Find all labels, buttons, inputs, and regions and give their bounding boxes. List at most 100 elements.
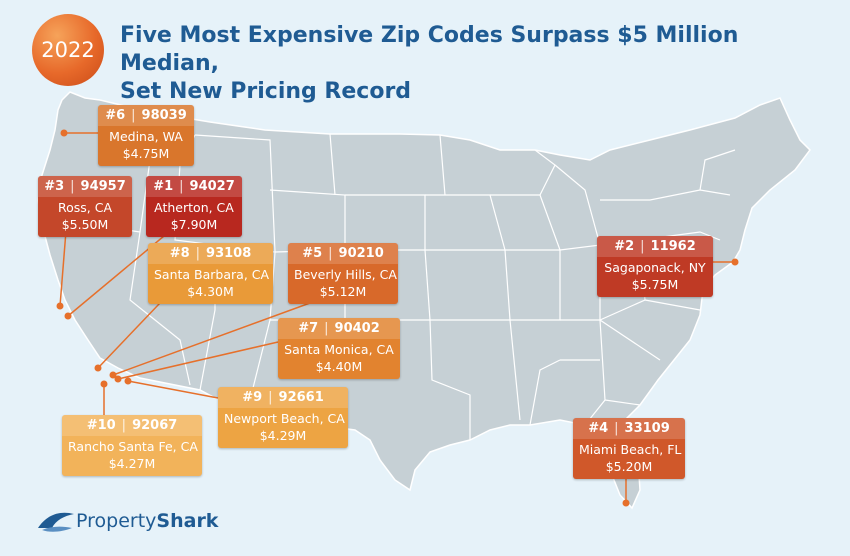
- year-label: 2022: [41, 38, 95, 62]
- location-dot: [100, 380, 108, 388]
- listing-city: Newport Beach, CA: [224, 411, 345, 426]
- listing-price: $4.27M: [108, 456, 156, 471]
- page-title: Five Most Expensive Zip Codes Surpass $5…: [120, 22, 820, 106]
- listing-card-body: Medina, WA $4.75M: [98, 126, 194, 166]
- listing-zip: 33109: [624, 421, 670, 436]
- listing-zip: 90210: [338, 246, 384, 261]
- listing-card: #9 | 92661 Newport Beach, CA $4.29M: [218, 387, 348, 448]
- listing-card: #8 | 93108 Santa Barbara, CA $4.30M: [148, 243, 273, 304]
- listing-card-header: #10 | 92067: [62, 415, 202, 436]
- connector-line: [59, 230, 67, 307]
- listing-zip: 94027: [189, 179, 235, 194]
- listing-rank: #7: [298, 321, 319, 336]
- listing-card-header: #1 | 94027: [146, 176, 242, 197]
- listing-city: Sagaponack, NY: [604, 260, 706, 275]
- listing-city: Medina, WA: [109, 129, 183, 144]
- listing-zip: 92067: [132, 418, 178, 433]
- listing-rank: #3: [44, 179, 65, 194]
- listing-card-body: Sagaponack, NY $5.75M: [597, 257, 713, 297]
- location-dots: [56, 129, 739, 507]
- separator: |: [131, 108, 136, 123]
- listing-card-body: Beverly Hills, CA $5.12M: [288, 264, 398, 304]
- listing-card-header: #9 | 92661: [218, 387, 348, 408]
- connector-line: [127, 380, 219, 399]
- listing-zip: 93108: [206, 246, 252, 261]
- listing-card-header: #7 | 90402: [278, 318, 400, 339]
- location-dot: [64, 312, 72, 320]
- separator: |: [70, 179, 75, 194]
- listing-rank: #10: [86, 418, 116, 433]
- listing-city: Miami Beach, FL: [579, 442, 682, 457]
- location-dot: [94, 364, 102, 372]
- location-dot: [114, 375, 122, 383]
- listing-rank: #8: [169, 246, 190, 261]
- listing-zip: 11962: [650, 239, 696, 254]
- separator: |: [640, 239, 645, 254]
- listing-city: Atherton, CA: [154, 200, 234, 215]
- location-dot: [56, 302, 64, 310]
- listing-card-body: Miami Beach, FL $5.20M: [573, 439, 685, 479]
- separator: |: [179, 179, 184, 194]
- logo-text-property: Property: [76, 510, 157, 532]
- listing-card-header: #3 | 94957: [38, 176, 132, 197]
- listing-card-body: Newport Beach, CA $4.29M: [218, 408, 348, 448]
- location-dot: [109, 371, 117, 379]
- separator: |: [324, 321, 329, 336]
- listing-zip: 92661: [278, 390, 324, 405]
- listing-rank: #4: [588, 421, 609, 436]
- separator: |: [195, 246, 201, 261]
- listing-card: #3 | 94957 Ross, CA $5.50M: [38, 176, 132, 237]
- listing-card: #5 | 90210 Beverly Hills, CA $5.12M: [288, 243, 398, 304]
- logo-text-shark: Shark: [156, 510, 219, 532]
- title-line-2: Set New Pricing Record: [120, 79, 412, 104]
- listing-card-header: #2 | 11962: [597, 236, 713, 257]
- listing-zip: 90402: [334, 321, 380, 336]
- location-dot: [622, 499, 630, 507]
- listing-rank: #1: [153, 179, 174, 194]
- listing-card-header: #6 | 98039: [98, 105, 194, 126]
- connector-lines: [59, 132, 735, 503]
- listing-card: #1 | 94027 Atherton, CA $7.90M: [146, 176, 242, 237]
- listing-rank: #9: [242, 390, 263, 405]
- listing-city: Ross, CA: [57, 200, 113, 215]
- year-badge: 2022: [32, 14, 104, 86]
- listing-card-body: Santa Barbara, CA $4.30M: [148, 264, 273, 304]
- separator: |: [121, 418, 127, 433]
- separator: |: [268, 390, 273, 405]
- listing-card-body: Santa Monica, CA $4.40M: [278, 339, 400, 379]
- listing-price: $5.20M: [605, 459, 653, 474]
- listing-zip: 98039: [141, 108, 187, 123]
- listing-price: $4.75M: [122, 146, 170, 161]
- location-dot: [60, 129, 68, 137]
- listing-price: $4.30M: [187, 284, 234, 299]
- listing-card-body: Ross, CA $5.50M: [38, 197, 132, 237]
- title-line-1: Five Most Expensive Zip Codes Surpass $5…: [120, 23, 739, 76]
- listing-price: $4.29M: [259, 428, 307, 443]
- connector-line: [97, 302, 161, 369]
- location-dot: [124, 377, 132, 385]
- listing-rank: #5: [302, 246, 323, 261]
- listing-card: #4 | 33109 Miami Beach, FL $5.20M: [573, 418, 685, 479]
- listing-price: $5.75M: [631, 277, 679, 292]
- listing-city: Santa Monica, CA: [284, 342, 394, 357]
- listing-price: $7.90M: [170, 217, 218, 232]
- separator: |: [328, 246, 333, 261]
- connector-line: [112, 302, 311, 376]
- listing-rank: #6: [105, 108, 126, 123]
- listing-price: $4.40M: [315, 359, 363, 374]
- listing-card-body: Atherton, CA $7.90M: [146, 197, 242, 237]
- listing-city: Santa Barbara, CA: [154, 267, 270, 282]
- listing-card: #2 | 11962 Sagaponack, NY $5.75M: [597, 236, 713, 297]
- listing-city: Rancho Santa Fe, CA: [68, 439, 198, 454]
- shark-fin-icon: [38, 512, 74, 532]
- listing-rank: #2: [614, 239, 635, 254]
- listing-card: #7 | 90402 Santa Monica, CA $4.40M: [278, 318, 400, 379]
- location-dot: [731, 258, 739, 266]
- listing-card: #6 | 98039 Medina, WA $4.75M: [98, 105, 194, 166]
- listing-card: #10 | 92067 Rancho Santa Fe, CA $4.27M: [62, 415, 202, 476]
- connector-line: [117, 341, 279, 380]
- listing-card-header: #5 | 90210: [288, 243, 398, 264]
- listing-zip: 94957: [80, 179, 126, 194]
- listing-card-header: #4 | 33109: [573, 418, 685, 439]
- listing-price: $5.12M: [319, 284, 367, 299]
